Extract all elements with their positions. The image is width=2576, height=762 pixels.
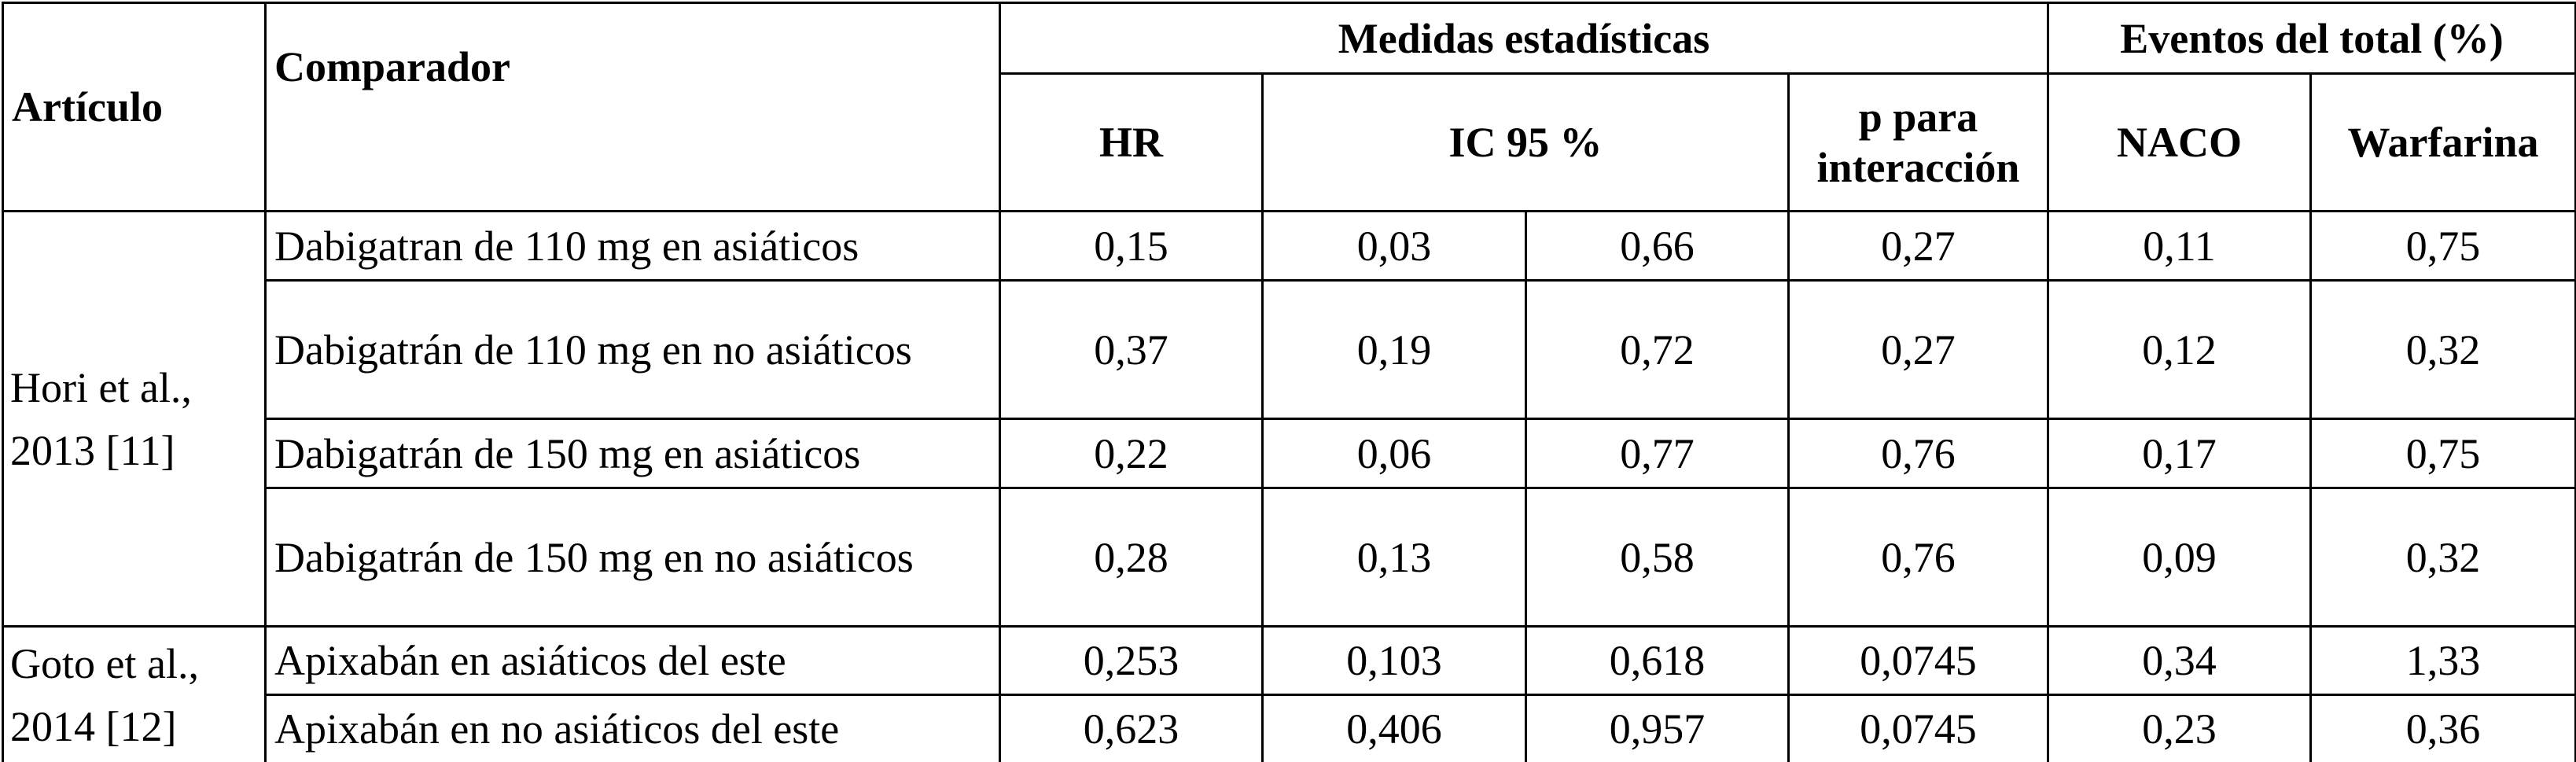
table-row: Dabigatrán de 110 mg en no asiáticos 0,37… xyxy=(3,279,2576,420)
table-row: Apixabán en no asiáticos del este 0,623 0,… xyxy=(3,694,2576,762)
value-cell: 1,33 xyxy=(2309,625,2576,696)
header-cell: Eventos del total (%) xyxy=(2046,2,2576,75)
value-cell: 0,13 xyxy=(1261,487,1527,628)
comparator-cell: Dabigatrán de 150 mg en asiáticos xyxy=(264,418,1001,489)
value-cell: 0,618 xyxy=(1525,625,1790,696)
header-cell: p para interacción xyxy=(1787,72,2049,212)
value-cell: 0,34 xyxy=(2047,625,2312,696)
value-cell: 0,19 xyxy=(1261,279,1527,420)
value-cell: 0,37 xyxy=(999,279,1264,420)
header-cell: Warfarina xyxy=(2309,72,2576,212)
value-cell: 0,75 xyxy=(2309,418,2576,489)
value-cell: 0,36 xyxy=(2309,694,2576,762)
table-body: Hori et al., 2013 [11] Dabigatran de 110 … xyxy=(2,210,2576,762)
header-cell: Medidas estadísticas xyxy=(999,2,2049,75)
value-cell: 0,957 xyxy=(1525,694,1790,762)
value-cell: 0,75 xyxy=(2309,210,2576,282)
comparator-cell: Apixabán en no asiáticos del este xyxy=(264,694,1001,762)
value-cell: 0,15 xyxy=(999,210,1264,282)
value-cell: 0,27 xyxy=(1787,210,2049,282)
value-cell: 0,76 xyxy=(1787,487,2049,628)
value-cell: 0,12 xyxy=(2047,279,2312,420)
comparator-cell: Apixabán en asiáticos del este xyxy=(264,625,1001,696)
article-cell: Goto et al., 2014 [12] xyxy=(2,625,267,762)
value-cell: 0,28 xyxy=(999,487,1264,628)
value-cell: 0,66 xyxy=(1525,210,1790,282)
value-cell: 0,09 xyxy=(2047,487,2312,628)
header-cell: HR xyxy=(999,72,1264,212)
value-cell: 0,623 xyxy=(999,694,1264,762)
header-cell: NACO xyxy=(2047,72,2312,212)
header-cell: Artículo xyxy=(2,2,267,212)
value-cell: 0,406 xyxy=(1261,694,1527,762)
value-cell: 0,11 xyxy=(2047,210,2312,282)
table-row: Goto et al., 2014 [12] Apixabán en asiáti… xyxy=(2,625,2576,762)
header-cell: IC 95 % xyxy=(1261,72,1790,212)
value-cell: 0,22 xyxy=(999,418,1264,489)
value-cell: 0,253 xyxy=(999,625,1264,696)
value-cell: 0,27 xyxy=(1787,279,2049,420)
article-cell: Hori et al., 2013 [11] xyxy=(2,210,267,628)
value-cell: 0,32 xyxy=(2309,279,2576,420)
comparator-cell: Dabigatran de 110 mg en asiáticos xyxy=(264,210,1001,282)
value-cell: 0,72 xyxy=(1525,279,1790,420)
table-row: Hori et al., 2013 [11] Dabigatran de 110 … xyxy=(2,210,2576,628)
value-cell: 0,76 xyxy=(1787,418,2049,489)
value-cell: 0,103 xyxy=(1261,625,1527,696)
comparator-cell: Dabigatrán de 150 mg en no asiáticos xyxy=(264,487,1001,628)
comparator-cell: Dabigatrán de 110 mg en no asiáticos xyxy=(264,279,1001,420)
value-cell: 0,77 xyxy=(1525,418,1790,489)
value-cell: 0,32 xyxy=(2309,487,2576,628)
value-cell: 0,17 xyxy=(2047,418,2312,489)
value-cell: 0,0745 xyxy=(1787,625,2049,696)
value-cell: 0,03 xyxy=(1261,210,1527,282)
value-cell: 0,06 xyxy=(1261,418,1527,489)
table-row: Dabigatrán de 150 mg en no asiáticos 0,28… xyxy=(3,487,2576,628)
table-row: Dabigatrán de 150 mg en asiáticos 0,22 0,0… xyxy=(3,418,2576,489)
value-cell: 0,23 xyxy=(2047,694,2312,762)
value-cell: 0,58 xyxy=(1525,487,1790,628)
value-cell: 0,0745 xyxy=(1787,694,2049,762)
header-cell: Comparador xyxy=(264,2,1001,212)
